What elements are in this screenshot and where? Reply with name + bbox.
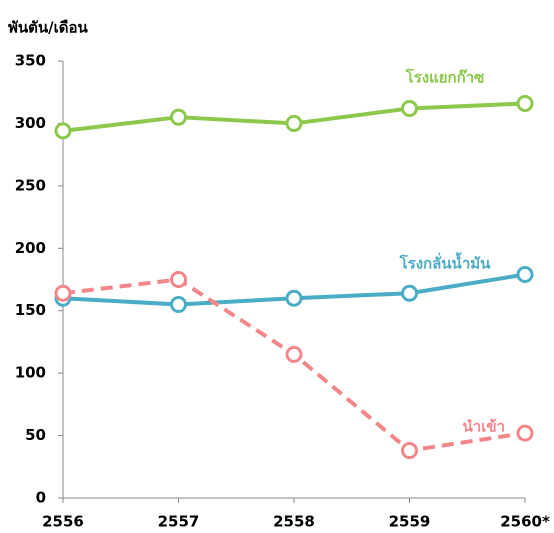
y-tick-label: 250 xyxy=(15,176,46,194)
x-tick-label: 2558 xyxy=(273,513,315,531)
y-tick-label: 100 xyxy=(15,364,46,382)
marker xyxy=(401,284,418,302)
marker xyxy=(54,284,72,302)
series-label: โรงแยกก๊าซ xyxy=(405,68,485,87)
y-tick-label: 300 xyxy=(15,114,46,132)
marker xyxy=(170,295,187,313)
marker xyxy=(516,94,534,112)
series-label: โรงกลั่นน้ำมัน xyxy=(399,252,492,273)
y-tick-label: 0 xyxy=(36,489,46,507)
series-label: นำเข้า xyxy=(463,418,505,436)
x-tick-label: 2557 xyxy=(158,513,200,531)
x-tick-label: 2559 xyxy=(389,513,431,531)
y-axis-label: พันตัน/เดือน xyxy=(8,19,88,37)
marker xyxy=(285,289,303,307)
marker xyxy=(516,424,534,442)
y-tick-label: 50 xyxy=(25,426,46,444)
marker xyxy=(401,442,418,460)
marker xyxy=(516,266,534,284)
marker xyxy=(54,122,72,140)
marker xyxy=(170,108,187,126)
y-tick-label: 350 xyxy=(15,52,46,70)
x-tick-label: 2556 xyxy=(42,513,84,531)
marker xyxy=(401,99,418,117)
y-tick-label: 150 xyxy=(15,301,46,319)
marker xyxy=(285,345,303,363)
marker xyxy=(285,114,303,132)
x-tick-label: 2560* xyxy=(500,513,550,531)
marker xyxy=(170,271,187,288)
y-tick-label: 200 xyxy=(15,239,46,257)
